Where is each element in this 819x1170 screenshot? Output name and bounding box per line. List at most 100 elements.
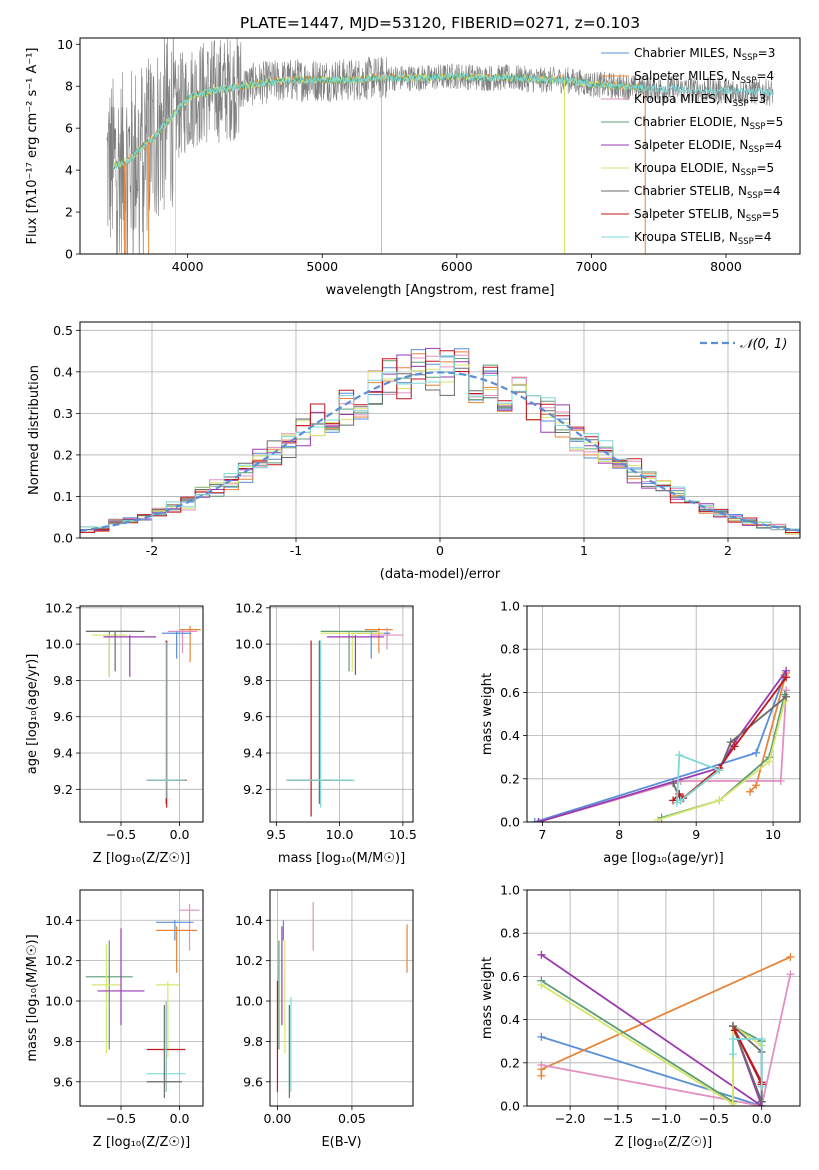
y-tick-label: 0.4	[53, 364, 73, 379]
legend-label-sub: SSP	[733, 99, 749, 109]
x-axis-label: mass [log₁₀(M/M☉)]	[278, 851, 405, 866]
y-tick-label: 0.0	[53, 531, 73, 546]
y-tick-label: 9.2	[243, 782, 263, 797]
legend-label: 𝒩(0, 1)	[740, 337, 787, 352]
y-tick-label: 0.6	[500, 969, 520, 984]
axes-weight-vs-age: 7 8 9 10 0.0 0.2 0.4 0.6 0.8 1.0 age [log₁₀(age/yr…	[480, 599, 801, 866]
legend-label-text: Kroupa MILES, N	[634, 92, 733, 106]
axes-frame	[79, 605, 204, 823]
y-tick-label: 9.8	[243, 1034, 263, 1049]
y-axis-label: mass weight	[480, 673, 495, 755]
legend-label-suffix: =4	[764, 138, 782, 152]
plot-area	[106, 38, 774, 254]
y-tick-label: 10.2	[45, 600, 73, 615]
y-tick-label: 0.0	[500, 1099, 520, 1114]
x-tick-label: 2	[724, 543, 732, 558]
x-tick-label: −1.0	[651, 1111, 681, 1126]
legend-label-text: Chabrier STELIB, N	[634, 184, 747, 198]
plot-area	[85, 904, 200, 1098]
axes-frame	[526, 889, 801, 1107]
weight-series-line	[534, 674, 786, 822]
axes-frame	[269, 889, 414, 1107]
legend-label-text: Kroupa STELIB, N	[634, 230, 738, 244]
x-tick-label: 0.0	[752, 1111, 772, 1126]
y-tick-label: 10	[57, 37, 73, 52]
model-spectrum-line	[113, 71, 773, 171]
legend-label-suffix: =4	[763, 184, 781, 198]
y-tick-label: 0.2	[500, 771, 520, 786]
x-tick-label: −0.5	[106, 1111, 136, 1126]
y-axis-label: mass [log₁₀(M/M☉)]	[25, 934, 40, 1061]
y-tick-label: 0.4	[500, 1012, 520, 1027]
x-axis-label: E(B-V)	[321, 1135, 361, 1150]
legend-label: Salpeter ELODIE, NSSP=4	[634, 138, 782, 155]
x-tick-label: 9	[692, 827, 700, 842]
y-axis-label: Flux [fλ10⁻¹⁷ erg cm⁻² s⁻¹ A⁻¹]	[25, 48, 40, 245]
y-tick-label: 10.0	[45, 637, 73, 652]
plot-area	[80, 347, 800, 535]
legend-label-sub: SSP	[748, 145, 764, 155]
x-tick-label: 6000	[441, 259, 473, 274]
legend-label: Salpeter MILES, NSSP=4	[634, 69, 774, 86]
legend-label-text: Salpeter MILES, N	[634, 69, 741, 83]
y-tick-label: 8	[65, 79, 73, 94]
legend-label-suffix: =5	[756, 161, 774, 175]
legend-label-sub: SSP	[750, 122, 766, 132]
y-tick-label: 1.0	[500, 883, 520, 898]
weight-series-line	[538, 670, 787, 822]
legend-label-sub: SSP	[746, 214, 762, 224]
x-tick-label: −0.5	[106, 827, 136, 842]
y-tick-label: 0.3	[53, 406, 73, 421]
y-tick-label: 10.4	[235, 913, 263, 928]
legend-label-text: Chabrier ELODIE, N	[634, 115, 750, 129]
axes-frame	[269, 605, 414, 823]
y-tick-label: 9.8	[53, 1034, 73, 1049]
legend-label: Kroupa STELIB, NSSP=4	[634, 230, 772, 247]
x-tick-label: 0.0	[170, 827, 190, 842]
y-tick-label: 0.8	[500, 926, 520, 941]
x-tick-label: 0.0	[170, 1111, 190, 1126]
x-tick-label: 5000	[306, 259, 338, 274]
axes-weight-vs-Z: −2.0 −1.5 −1.0 −0.5 0.0 0.0 0.2 0.4 0.6 0.8 1.0 Z […	[480, 883, 801, 1150]
x-tick-label: 10.0	[326, 827, 354, 842]
legend-label: Chabrier STELIB, NSSP=4	[634, 184, 781, 201]
y-tick-label: 0.2	[53, 447, 73, 462]
plot-area	[286, 627, 403, 817]
x-tick-label: −2.0	[555, 1111, 585, 1126]
weight-series-line	[538, 690, 788, 822]
plot-area	[537, 950, 795, 1106]
y-tick-label: 0.8	[500, 642, 520, 657]
y-tick-label: 10.4	[45, 913, 73, 928]
chart-title: PLATE=1447, MJD=53120, FIBERID=0271, z=0…	[240, 14, 640, 32]
histogram-step	[80, 367, 800, 531]
y-tick-label: 4	[65, 163, 73, 178]
x-tick-label: -2	[146, 543, 158, 558]
y-tick-label: 9.4	[53, 746, 73, 761]
legend-label: Chabrier MILES, NSSP=3	[634, 46, 775, 63]
y-tick-label: 9.2	[53, 782, 73, 797]
x-axis-label: wavelength [Angstrom, rest frame]	[326, 283, 555, 298]
y-tick-label: 0.1	[53, 489, 73, 504]
y-tick-label: 0.6	[500, 685, 520, 700]
x-tick-label: 4000	[172, 259, 204, 274]
x-tick-label: 0.00	[264, 1111, 292, 1126]
axes-age-vs-Z: −0.5 0.0 9.2 9.4 9.6 9.8 10.0 10.2 Z [log₁₀(Z/Z☉…	[25, 600, 204, 866]
x-tick-label: 7000	[575, 259, 607, 274]
plot-area	[276, 902, 408, 1098]
normal-reference-curve	[80, 371, 800, 532]
axes-spectrum: 4000 5000 6000 7000 8000 0 2 4 6 8 10 wavelength [A…	[25, 37, 801, 298]
y-tick-label: 10.0	[235, 637, 263, 652]
weight-series-line	[540, 984, 763, 1106]
legend-label: Salpeter STELIB, NSSP=5	[634, 207, 779, 224]
y-tick-label: 1.0	[500, 599, 520, 614]
y-tick-label: 9.4	[243, 746, 263, 761]
x-tick-label: 9.5	[266, 827, 286, 842]
legend-label-suffix: =4	[756, 69, 774, 83]
x-tick-label: 8000	[710, 259, 742, 274]
axes-frame	[79, 889, 204, 1107]
x-tick-label: 10	[765, 827, 781, 842]
plot-area	[530, 666, 791, 822]
legend-label-text: Salpeter STELIB, N	[634, 207, 746, 221]
axes-frame	[79, 321, 801, 539]
weight-series-line	[732, 1025, 763, 1103]
